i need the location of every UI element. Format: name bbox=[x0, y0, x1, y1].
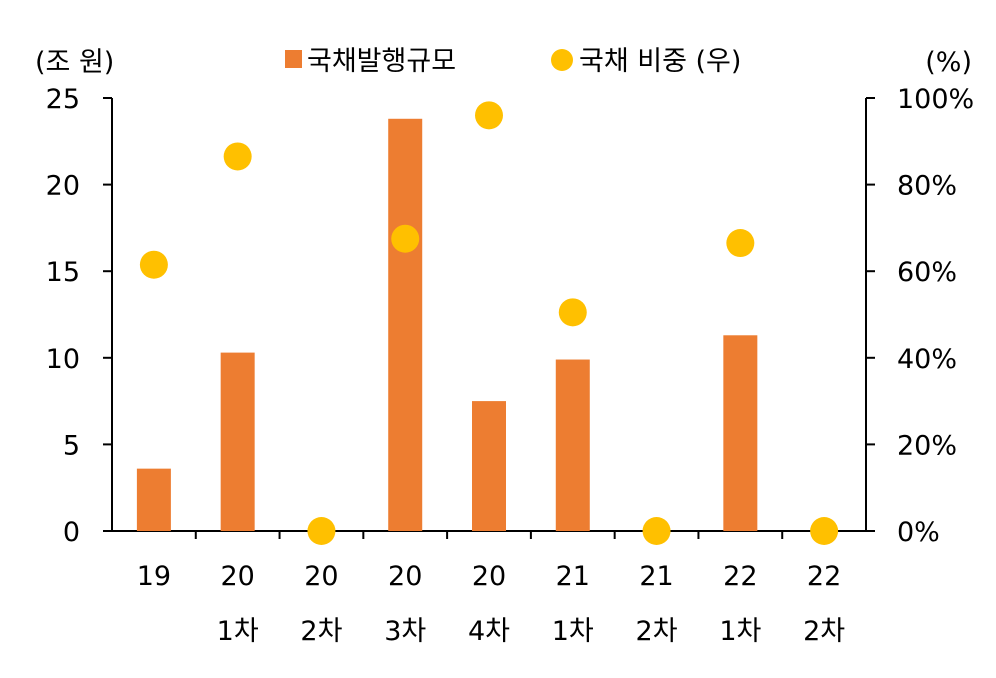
dot-point bbox=[139, 250, 168, 279]
right-tick-label: 80% bbox=[897, 171, 957, 202]
dot-point bbox=[391, 224, 420, 253]
bar bbox=[555, 359, 590, 531]
x-tick-label-line2: 2차 bbox=[803, 616, 845, 647]
right-tick-label: 100% bbox=[897, 84, 974, 115]
dot-point bbox=[223, 142, 252, 171]
x-tick-label-line1: 20 bbox=[388, 561, 422, 592]
right-tick-label: 20% bbox=[897, 430, 957, 461]
dot-point bbox=[726, 229, 755, 258]
x-tick-label-line2: 1차 bbox=[217, 616, 259, 647]
x-tick-label-line1: 19 bbox=[137, 561, 171, 592]
right-tick-label: 40% bbox=[897, 344, 957, 375]
dot-series bbox=[139, 101, 839, 545]
legend-bar-label: 국채발행규모 bbox=[307, 46, 456, 77]
right-tick-label: 60% bbox=[897, 257, 957, 288]
bar bbox=[220, 352, 255, 531]
x-tick-label-line1: 21 bbox=[639, 561, 673, 592]
dot-point bbox=[642, 517, 671, 545]
legend-dot-swatch bbox=[551, 49, 573, 71]
bar bbox=[136, 468, 171, 531]
x-tick-label-line1: 22 bbox=[723, 561, 757, 592]
x-tick-label-line1: 22 bbox=[807, 561, 841, 592]
left-tick-label: 5 bbox=[63, 430, 80, 461]
legend-dot-label: 국채 비중 (우) bbox=[579, 46, 741, 77]
legend: 국채발행규모 국채 비중 (우) bbox=[285, 46, 741, 77]
x-tick-label-line1: 21 bbox=[556, 561, 590, 592]
bar bbox=[472, 401, 506, 531]
left-tick-label: 20 bbox=[46, 171, 80, 202]
left-tick-label: 10 bbox=[46, 344, 80, 375]
left-tick-label: 15 bbox=[46, 257, 80, 288]
bar bbox=[388, 118, 423, 531]
legend-bar-swatch bbox=[285, 50, 302, 68]
left-tick-label: 25 bbox=[46, 84, 80, 115]
x-tick-label-line2: 3차 bbox=[384, 616, 426, 647]
bar-series bbox=[136, 118, 758, 531]
x-tick-label-line1: 20 bbox=[472, 561, 506, 592]
right-tick-label: 0% bbox=[897, 517, 940, 548]
x-tick-label-line2: 2차 bbox=[636, 616, 678, 647]
left-axis-unit-label: (조 원) bbox=[35, 47, 114, 78]
x-tick-label-line2: 1차 bbox=[552, 616, 594, 647]
left-tick-label: 0 bbox=[63, 517, 80, 548]
x-tick-label-line2: 4차 bbox=[468, 616, 510, 647]
dot-point bbox=[307, 517, 336, 545]
x-tick-label-line1: 20 bbox=[220, 561, 254, 592]
x-tick-label-line2: 2차 bbox=[300, 616, 342, 647]
tick-labels: 0 5 10 15 20 25 0% 20% 40% 60% 80% 100% 19 20 1차 20 2차 20… bbox=[46, 84, 975, 647]
dot-point bbox=[810, 517, 839, 545]
x-tick-label-line2: 1차 bbox=[719, 616, 761, 647]
dot-point bbox=[475, 101, 503, 130]
x-tick-label-line1: 20 bbox=[304, 561, 338, 592]
right-axis-unit-label: (%) bbox=[925, 47, 972, 78]
dot-point bbox=[558, 298, 587, 327]
bar bbox=[723, 335, 758, 531]
